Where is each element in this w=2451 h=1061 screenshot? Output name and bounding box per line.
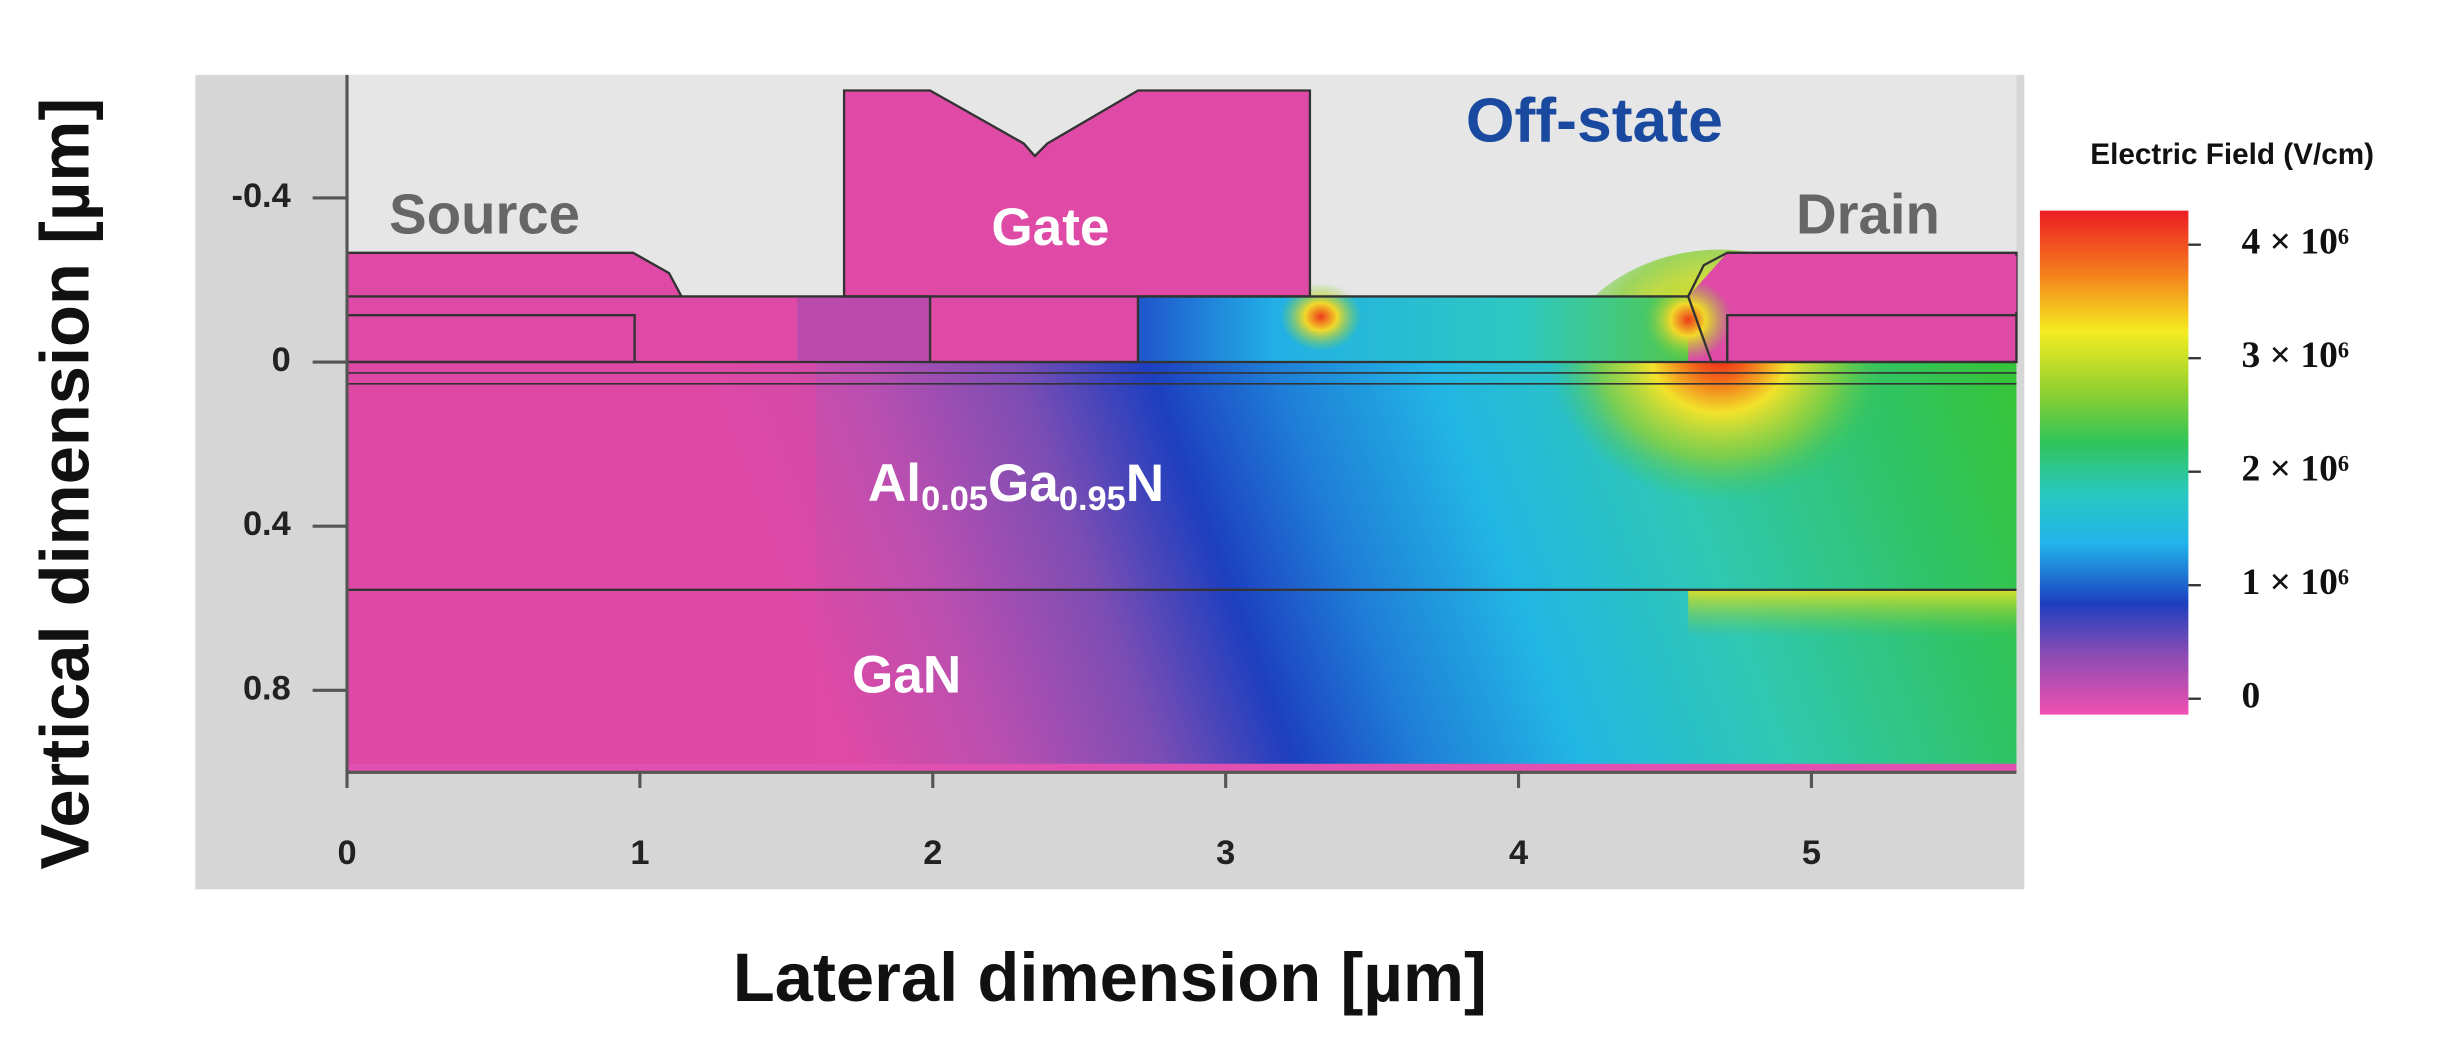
y-tick-label: 0: [272, 341, 291, 379]
drain-label: Drain: [1796, 182, 1940, 245]
buffer-hot-band: [1688, 589, 2017, 637]
gate-edge-field: [797, 296, 938, 362]
barrier-label-part: N: [1126, 454, 1164, 513]
x-tick-label: 1: [630, 834, 649, 872]
title: Off-state: [1466, 85, 1723, 155]
x-tick-label: 5: [1802, 834, 1821, 872]
barrier-label-part: Ga: [988, 454, 1059, 513]
colorbar: [2039, 210, 2189, 715]
y-tick-label: 0.8: [243, 669, 291, 707]
drain-metal: [1727, 255, 2017, 313]
x-axis-label: Lateral dimension [µm]: [733, 939, 1487, 1016]
buffer-label: GaN: [852, 646, 961, 705]
source-contact: [345, 314, 636, 364]
barrier-label-sub: 0.95: [1059, 480, 1126, 518]
source-label: Source: [389, 182, 580, 245]
x-tick-label: 3: [1216, 834, 1235, 872]
colorbar-tick-label: 0: [2242, 675, 2261, 716]
y-axis-label: Vertical dimension [µm]: [26, 98, 103, 870]
x-tick-label: 2: [923, 834, 942, 872]
gate-hotspot: [1280, 282, 1362, 352]
colorbar-tick-label: 2 × 10⁶: [2242, 448, 2350, 489]
x-tick-label: 4: [1509, 834, 1528, 872]
source-metal: [345, 251, 684, 298]
colorbar-tick-label: 1 × 10⁶: [2242, 562, 2350, 603]
barrier-label-sub: 0.05: [921, 480, 988, 518]
barrier-label: Al0.05Ga0.95N: [868, 454, 1164, 518]
gate-label: Gate: [991, 198, 1109, 257]
drain-contact: [1726, 314, 2018, 364]
field-plate-hotspot: [1644, 279, 1732, 361]
gate-metal: [842, 89, 1312, 364]
colorbar-title: Electric Field (V/cm): [2090, 138, 2374, 171]
low-field-region: [347, 361, 816, 773]
colorbar-tick-label: 4 × 10⁶: [2242, 221, 2350, 262]
channel-field: [1137, 296, 1689, 362]
colorbar-tick-label: 3 × 10⁶: [2242, 335, 2350, 376]
y-tick-label: -0.4: [232, 177, 291, 215]
x-tick-label: 0: [337, 834, 356, 872]
barrier-label-part: Al: [868, 454, 921, 513]
y-tick-label: 0.4: [243, 505, 291, 543]
